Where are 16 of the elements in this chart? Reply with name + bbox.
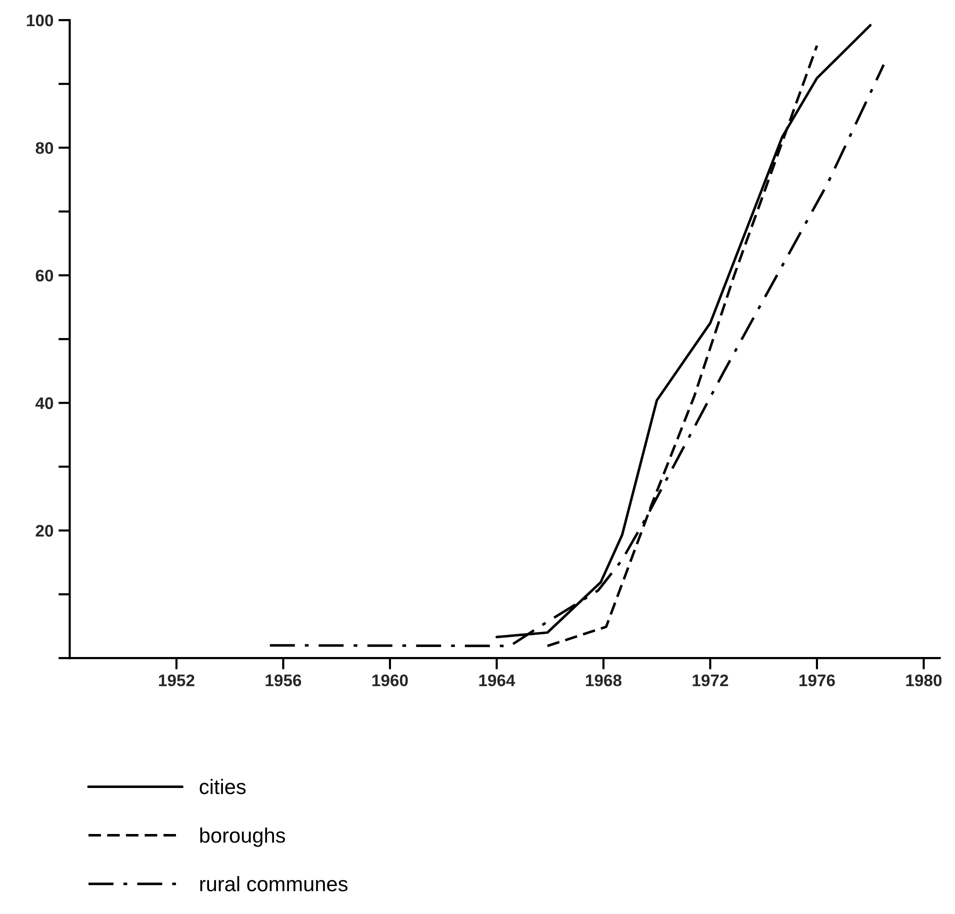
- x-tick-label: 1952: [158, 674, 194, 686]
- legend-label: cities: [200, 778, 246, 794]
- y-tick-label: 40: [35, 397, 54, 410]
- x-tick-label: 1960: [372, 674, 408, 686]
- y-tick-label: 20: [36, 524, 54, 537]
- x-tick-label: 1968: [586, 674, 622, 686]
- y-tick-label: 100: [26, 14, 54, 26]
- x-tick-label: 1956: [266, 674, 302, 686]
- x-tick-label: 1980: [906, 674, 942, 686]
- x-tick-label: 1972: [692, 674, 728, 686]
- legend-label: boroughs: [200, 827, 286, 847]
- x-tick-label: 1976: [799, 674, 835, 686]
- y-tick-label: 60: [36, 270, 54, 282]
- y-tick-label: 80: [36, 142, 54, 154]
- legend-label: rural communes: [200, 876, 348, 892]
- x-tick-label: 1964: [479, 674, 516, 686]
